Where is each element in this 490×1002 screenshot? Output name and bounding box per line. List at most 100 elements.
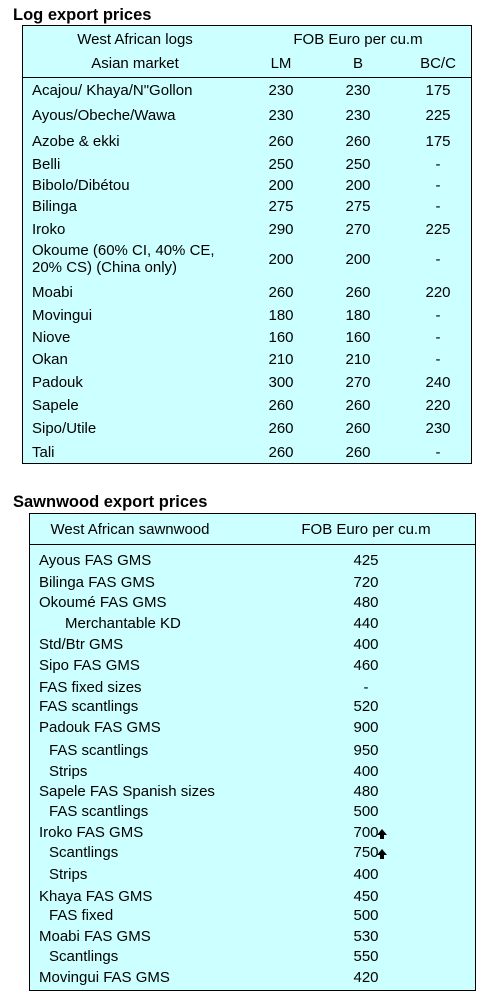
log-row-name: Padouk	[32, 374, 83, 391]
log-row-b: 270	[345, 374, 371, 391]
log-row-name: Tali	[32, 444, 55, 461]
log-row-bcc: 220	[425, 397, 451, 414]
log-row-bcc: 230	[425, 420, 451, 437]
sawn-row-price: 480	[353, 594, 379, 611]
sawn-row-price: 550	[353, 948, 379, 965]
sawn-header-label: West African sawnwood	[50, 521, 210, 538]
log-row-bcc: -	[435, 198, 441, 215]
sawn-row-name: Movingui FAS GMS	[39, 969, 170, 986]
up-arrow-icon	[377, 829, 387, 840]
sawn-row-name: Strips	[49, 763, 88, 780]
sawn-row-price: 400	[353, 866, 379, 883]
sawn-header-divider	[30, 544, 475, 545]
up-arrow-icon	[377, 849, 387, 860]
sawn-row-price: 520	[353, 698, 379, 715]
log-row-name: Sapele	[32, 397, 79, 414]
sawn-row-price: 700	[353, 824, 379, 841]
sawn-price-change-wrap	[375, 846, 387, 863]
sawn-row-name: Scantlings	[49, 844, 119, 861]
sawn-row-price: 950	[353, 742, 379, 759]
log-row-bcc: 220	[425, 284, 451, 301]
log-row-lm: 275	[268, 198, 294, 215]
sawn-row-name: Khaya FAS GMS	[39, 888, 153, 905]
log-row-lm: 160	[268, 329, 294, 346]
sawn-row-price: 440	[353, 615, 379, 632]
sawn-price-table: West African sawnwood FOB Euro per cu.m …	[29, 513, 476, 991]
log-row-lm: 230	[268, 82, 294, 99]
sawn-row-name: Bilinga FAS GMS	[39, 574, 155, 591]
log-row-lm: 230	[268, 107, 294, 124]
log-row-lm: 260	[268, 444, 294, 461]
sawn-row-name: FAS scantlings	[39, 698, 139, 715]
sawn-row-name: Strips	[49, 866, 88, 883]
sawn-row-price: 420	[353, 969, 379, 986]
log-row-bcc: -	[435, 251, 441, 268]
sawn-row-price: 500	[353, 907, 379, 924]
log-row-lm: 200	[268, 177, 294, 194]
sawn-row-name: FAS fixed	[49, 907, 114, 924]
log-price-table: West African logs FOB Euro per cu.m Asia…	[22, 25, 472, 464]
log-row-lm: 260	[268, 420, 294, 437]
log-col-bcc: BC/C	[420, 55, 456, 72]
log-row-b: 275	[345, 198, 371, 215]
sawn-row-name: Iroko FAS GMS	[39, 824, 144, 841]
log-row-lm: 290	[268, 221, 294, 238]
sawn-row-name: Ayous FAS GMS	[39, 552, 152, 569]
log-row-b: 200	[345, 177, 371, 194]
log-row-lm: 210	[268, 351, 294, 368]
sawn-row-price: 400	[353, 763, 379, 780]
log-row-b: 260	[345, 397, 371, 414]
sawn-row-name: Moabi FAS GMS	[39, 928, 151, 945]
log-row-b: 200	[345, 251, 371, 268]
sawn-section-title: Sawnwood export prices	[13, 493, 208, 511]
log-row-b: 260	[345, 133, 371, 150]
log-row-name: Belli	[32, 156, 61, 173]
log-row-bcc: -	[435, 351, 441, 368]
log-row-name: Okan	[32, 351, 68, 368]
sawn-row-price: 450	[353, 888, 379, 905]
sawn-row-name: Merchantable KD	[65, 615, 181, 632]
log-row-lm: 250	[268, 156, 294, 173]
sawn-row-name: Padouk FAS GMS	[39, 719, 161, 736]
log-row-lm: 260	[268, 397, 294, 414]
log-row-lm: 260	[268, 284, 294, 301]
log-row-name: Ayous/Obeche/Wawa	[32, 107, 176, 124]
log-row-lm: 300	[268, 374, 294, 391]
log-row-bcc: 240	[425, 374, 451, 391]
log-row-b: 180	[345, 307, 371, 324]
log-row-bcc: -	[435, 156, 441, 173]
log-col-lm: LM	[270, 55, 292, 72]
sawn-row-name: FAS scantlings	[49, 803, 149, 820]
log-row-b: 230	[345, 82, 371, 99]
sawn-row-price: 500	[353, 803, 379, 820]
log-row-name: Bibolo/Dibétou	[32, 177, 130, 194]
log-row-bcc: 175	[425, 82, 451, 99]
log-row-name: Acajou/ Khaya/N"Gollon	[32, 82, 193, 99]
log-row-name: Moabi	[32, 284, 73, 301]
sawn-row-name: FAS scantlings	[49, 742, 149, 759]
log-row-name: Movingui	[32, 307, 93, 324]
log-row-b: 270	[345, 221, 371, 238]
log-subheader-label: Asian market	[91, 55, 179, 72]
log-row-name: Bilinga	[32, 198, 78, 215]
log-row-b: 160	[345, 329, 371, 346]
sawn-row-price: 460	[353, 657, 379, 674]
sawn-row-price: 400	[353, 636, 379, 653]
log-header-divider	[23, 77, 471, 78]
log-row-b: 260	[345, 284, 371, 301]
sawn-price-change-wrap	[375, 826, 387, 843]
log-row-b: 230	[345, 107, 371, 124]
log-row-bcc: -	[435, 177, 441, 194]
log-row-bcc: 225	[425, 107, 451, 124]
log-row-b: 260	[345, 444, 371, 461]
log-col-b: B	[352, 55, 364, 72]
log-header-price: FOB Euro per cu.m	[293, 31, 423, 48]
log-row-name: Niove	[32, 329, 71, 346]
sawn-row-name: Sipo FAS GMS	[39, 657, 140, 674]
log-row-name: Okoume (60% CI, 40% CE, 20% CS) (China o…	[32, 242, 215, 276]
log-row-bcc: -	[435, 329, 441, 346]
sawn-row-name: FAS fixed sizes	[39, 679, 142, 696]
log-row-lm: 180	[268, 307, 294, 324]
log-row-b: 260	[345, 420, 371, 437]
sawn-row-price: 530	[353, 928, 379, 945]
